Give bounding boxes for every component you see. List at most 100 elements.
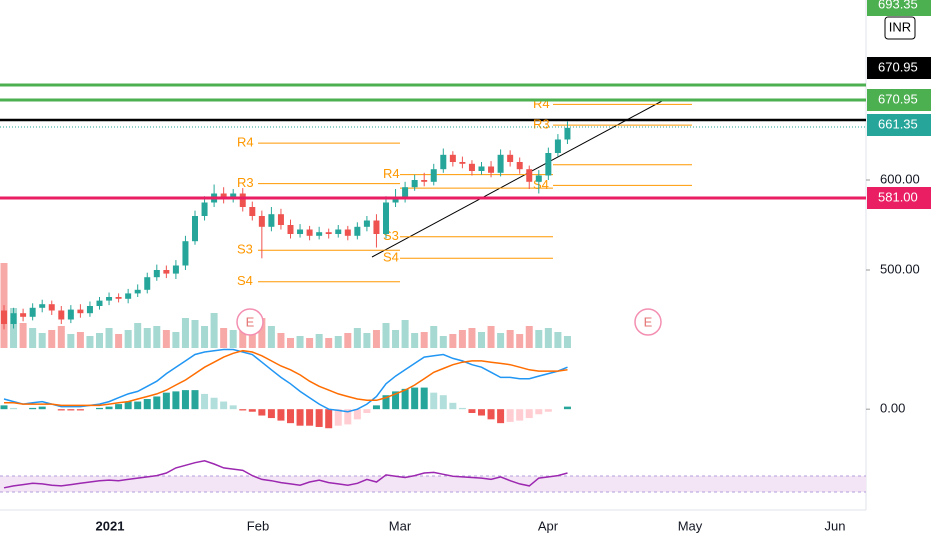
- macd-histogram: [96, 407, 103, 410]
- volume-bar: [334, 336, 342, 348]
- volume-bar: [287, 338, 294, 348]
- volume-bar: [115, 334, 123, 348]
- candle-body: [268, 214, 275, 227]
- volume-bar: [449, 334, 457, 348]
- x-tick-label: 2021: [96, 518, 125, 533]
- macd-histogram: [115, 404, 123, 410]
- volume-bar: [220, 328, 228, 348]
- macd-histogram: [0, 405, 8, 410]
- macd-histogram: [153, 396, 161, 410]
- currency-box[interactable]: [884, 16, 916, 40]
- volume-bar: [210, 313, 218, 348]
- volume-bar: [315, 334, 323, 348]
- macd-histogram: [420, 387, 428, 410]
- candle-body: [468, 163, 475, 171]
- macd-histogram: [306, 409, 314, 426]
- volume-bar: [439, 336, 447, 348]
- volume-bar: [296, 336, 304, 348]
- candle-body: [125, 293, 132, 299]
- volume-bar: [487, 326, 495, 348]
- candle-body: [297, 229, 304, 234]
- rsi-band: [0, 476, 866, 492]
- macd-histogram: [134, 401, 142, 410]
- candle-body: [144, 277, 151, 290]
- candle-body: [316, 232, 323, 236]
- volume-bar: [372, 330, 380, 348]
- macd-histogram: [439, 395, 447, 410]
- candle-body: [153, 270, 160, 278]
- volume-bar: [554, 332, 562, 348]
- currency[interactable]: INR: [889, 19, 911, 34]
- volume-bar: [267, 326, 275, 348]
- macd-histogram: [344, 409, 352, 425]
- volume-bar: [181, 318, 189, 348]
- macd-histogram: [239, 409, 247, 411]
- pivot-label: S4: [237, 273, 253, 288]
- volume-bar: [325, 338, 333, 348]
- macd-histogram: [248, 409, 256, 412]
- candle-body: [163, 270, 170, 274]
- volume-bar: [172, 332, 180, 348]
- candle-body: [39, 304, 46, 308]
- candle-body: [182, 241, 189, 266]
- candle-body: [526, 169, 533, 182]
- macd-histogram: [487, 409, 495, 420]
- macd-histogram: [29, 407, 37, 410]
- volume-bar: [344, 333, 352, 348]
- candle-body: [449, 154, 456, 162]
- candle-body: [258, 216, 265, 227]
- macd-histogram: [506, 409, 514, 422]
- volume-bar: [563, 336, 571, 348]
- macd-histogram: [535, 409, 543, 415]
- candle-body: [535, 175, 542, 182]
- candle-body: [402, 187, 409, 198]
- event-label: E: [644, 314, 653, 329]
- volume-bar: [153, 326, 161, 348]
- event-label: E: [246, 314, 255, 329]
- candle-body: [134, 289, 141, 294]
- x-tick-label: May: [678, 518, 703, 533]
- pivot-label: R3: [237, 175, 254, 190]
- macd-histogram: [372, 405, 380, 410]
- price-label-box: [867, 114, 931, 136]
- macd-histogram: [382, 395, 390, 410]
- candle-body: [201, 202, 208, 216]
- candle-body: [564, 127, 571, 140]
- price-label: 693.35: [878, 0, 918, 11]
- volume-bar: [544, 328, 552, 348]
- y-tick-label: 500.00: [880, 261, 920, 276]
- macd-histogram: [497, 409, 505, 424]
- volume-bar: [525, 326, 533, 348]
- candle-body: [516, 162, 523, 170]
- candle-body: [192, 216, 198, 242]
- trend-line: [371, 100, 663, 258]
- volume-bar: [57, 326, 65, 348]
- candle-body: [344, 229, 351, 236]
- macd-histogram: [315, 409, 323, 427]
- volume-bar: [363, 333, 371, 348]
- rsi-line: [3, 460, 568, 489]
- volume-bar: [258, 318, 266, 348]
- macd-histogram: [401, 388, 409, 410]
- candle-body: [507, 154, 514, 162]
- volume-bar: [430, 326, 438, 348]
- macd-histogram: [210, 397, 218, 410]
- macd-histogram: [143, 399, 151, 410]
- volume-bar: [478, 332, 485, 348]
- event-marker: [236, 308, 264, 336]
- candle-body: [373, 220, 380, 234]
- volume-bar: [239, 323, 247, 348]
- volume-bar: [382, 323, 390, 348]
- volume-bar: [124, 330, 132, 348]
- candle-body: [554, 139, 561, 153]
- candle-body: [277, 214, 284, 225]
- candle-body: [325, 232, 332, 234]
- macd-histogram: [105, 406, 113, 410]
- candle-body: [239, 193, 246, 207]
- macd-histogram: [458, 407, 466, 410]
- candle-body: [58, 310, 65, 320]
- volume-bar: [535, 330, 543, 348]
- macd-histogram: [296, 409, 304, 426]
- candle-body: [10, 313, 17, 324]
